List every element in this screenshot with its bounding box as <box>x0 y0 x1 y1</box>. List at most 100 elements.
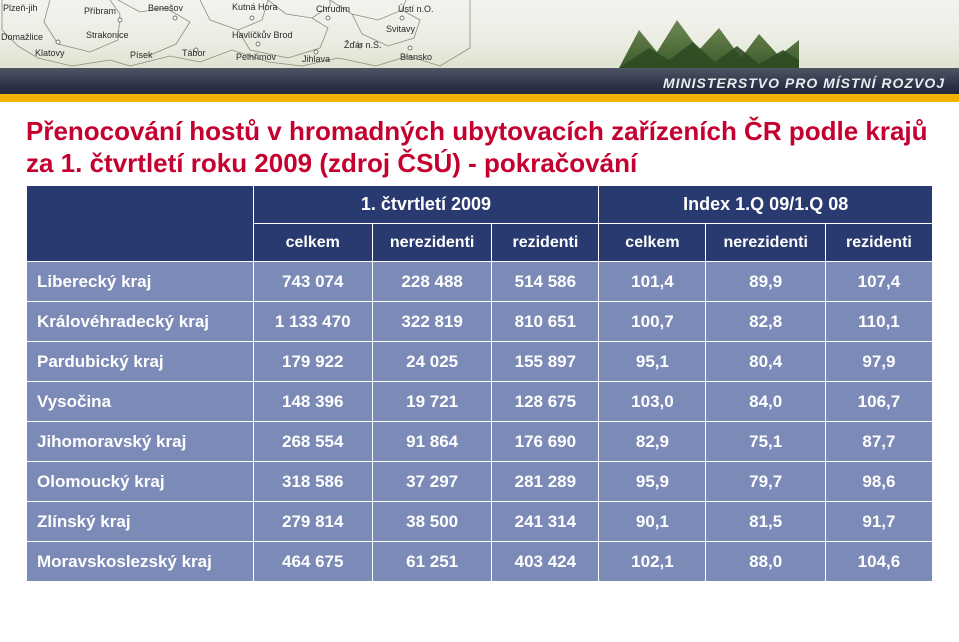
map-city-label: Blansko <box>400 52 432 62</box>
data-cell: 95,1 <box>599 342 706 382</box>
sub-header: nerezidenti <box>706 224 825 262</box>
data-cell: 61 251 <box>372 542 491 582</box>
sub-header: rezidenti <box>825 224 932 262</box>
data-cell: 81,5 <box>706 502 825 542</box>
table-body: Liberecký kraj743 074228 488514 586101,4… <box>27 262 933 582</box>
data-cell: 241 314 <box>492 502 599 542</box>
data-cell: 268 554 <box>253 422 372 462</box>
data-cell: 107,4 <box>825 262 932 302</box>
map-city-label: Benešov <box>148 3 183 13</box>
data-cell: 37 297 <box>372 462 491 502</box>
data-cell: 90,1 <box>599 502 706 542</box>
data-cell: 281 289 <box>492 462 599 502</box>
corner-cell <box>27 186 254 262</box>
data-cell: 82,8 <box>706 302 825 342</box>
map-mountains-svg <box>459 0 959 68</box>
table-row: Zlínský kraj279 81438 500241 31490,181,5… <box>27 502 933 542</box>
row-label: Jihomoravský kraj <box>27 422 254 462</box>
data-cell: 95,9 <box>599 462 706 502</box>
data-cell: 88,0 <box>706 542 825 582</box>
table-row: Moravskoslezský kraj464 67561 251403 424… <box>27 542 933 582</box>
row-label: Liberecký kraj <box>27 262 254 302</box>
data-cell: 38 500 <box>372 502 491 542</box>
data-cell: 322 819 <box>372 302 491 342</box>
sub-header: rezidenti <box>492 224 599 262</box>
data-cell: 98,6 <box>825 462 932 502</box>
table-row: Liberecký kraj743 074228 488514 586101,4… <box>27 262 933 302</box>
map-city-label: Svitavy <box>386 24 415 34</box>
content-area: Přenocování hostů v hromadných ubytovací… <box>0 98 959 582</box>
map-city-label: Kutná Hora <box>232 2 278 12</box>
data-cell: 106,7 <box>825 382 932 422</box>
data-cell: 89,9 <box>706 262 825 302</box>
data-cell: 128 675 <box>492 382 599 422</box>
map-city-label: Klatovy <box>35 48 65 58</box>
row-label: Olomoucký kraj <box>27 462 254 502</box>
data-cell: 19 721 <box>372 382 491 422</box>
row-label: Vysočina <box>27 382 254 422</box>
banner-text: MINISTERSTVO PRO MÍSTNÍ ROZVOJ <box>663 75 945 91</box>
ministry-banner: MINISTERSTVO PRO MÍSTNÍ ROZVOJ <box>0 68 959 98</box>
row-label: Moravskoslezský kraj <box>27 542 254 582</box>
map-city-label: Ústí n.O. <box>398 4 434 14</box>
sub-header: celkem <box>599 224 706 262</box>
data-cell: 102,1 <box>599 542 706 582</box>
data-cell: 464 675 <box>253 542 372 582</box>
header-map: Plzeň-jih Příbram Benešov Kutná Hora Chrudim… <box>0 0 959 68</box>
data-cell: 97,9 <box>825 342 932 382</box>
data-cell: 228 488 <box>372 262 491 302</box>
data-cell: 403 424 <box>492 542 599 582</box>
map-city-label: Plzeň-jih <box>3 3 38 13</box>
table-row: Vysočina148 39619 721128 675103,084,0106… <box>27 382 933 422</box>
data-cell: 100,7 <box>599 302 706 342</box>
map-city-label: Příbram <box>84 6 116 16</box>
row-label: Zlínský kraj <box>27 502 254 542</box>
data-cell: 101,4 <box>599 262 706 302</box>
table-row: Pardubický kraj179 92224 025155 89795,18… <box>27 342 933 382</box>
data-cell: 1 133 470 <box>253 302 372 342</box>
table-row: Jihomoravský kraj268 55491 864176 69082,… <box>27 422 933 462</box>
data-cell: 79,7 <box>706 462 825 502</box>
sub-header: nerezidenti <box>372 224 491 262</box>
data-cell: 75,1 <box>706 422 825 462</box>
map-city-label: Tábor <box>182 48 206 58</box>
data-cell: 87,7 <box>825 422 932 462</box>
map-city-label: Žďár n.S. <box>344 40 382 50</box>
data-cell: 91 864 <box>372 422 491 462</box>
group-header-period: 1. čtvrtletí 2009 <box>253 186 599 224</box>
data-cell: 84,0 <box>706 382 825 422</box>
data-cell: 155 897 <box>492 342 599 382</box>
data-cell: 80,4 <box>706 342 825 382</box>
data-cell: 91,7 <box>825 502 932 542</box>
page-title: Přenocování hostů v hromadných ubytovací… <box>26 116 933 179</box>
gold-accent-bar <box>0 94 959 102</box>
data-cell: 279 814 <box>253 502 372 542</box>
group-header-index: Index 1.Q 09/1.Q 08 <box>599 186 933 224</box>
sub-header: celkem <box>253 224 372 262</box>
map-city-label: Jihlava <box>302 54 330 64</box>
map-city-label: Chrudim <box>316 4 350 14</box>
map-city-label: Pelhřimov <box>236 52 276 62</box>
table-row: Královéhradecký kraj1 133 470322 819810 … <box>27 302 933 342</box>
table-head: 1. čtvrtletí 2009 Index 1.Q 09/1.Q 08 ce… <box>27 186 933 262</box>
data-table: 1. čtvrtletí 2009 Index 1.Q 09/1.Q 08 ce… <box>26 185 933 582</box>
data-cell: 104,6 <box>825 542 932 582</box>
data-cell: 514 586 <box>492 262 599 302</box>
data-cell: 103,0 <box>599 382 706 422</box>
data-cell: 318 586 <box>253 462 372 502</box>
map-city-label: Písek <box>130 50 153 60</box>
data-cell: 148 396 <box>253 382 372 422</box>
data-cell: 743 074 <box>253 262 372 302</box>
table-row: Olomoucký kraj318 58637 297281 28995,979… <box>27 462 933 502</box>
data-cell: 810 651 <box>492 302 599 342</box>
data-cell: 24 025 <box>372 342 491 382</box>
map-city-label: Domažlice <box>1 32 43 42</box>
row-label: Pardubický kraj <box>27 342 254 382</box>
row-label: Královéhradecký kraj <box>27 302 254 342</box>
data-cell: 110,1 <box>825 302 932 342</box>
data-cell: 82,9 <box>599 422 706 462</box>
data-cell: 176 690 <box>492 422 599 462</box>
map-city-label: Strakonice <box>86 30 129 40</box>
data-cell: 179 922 <box>253 342 372 382</box>
map-city-label: Havlíčkův Brod <box>232 30 293 40</box>
